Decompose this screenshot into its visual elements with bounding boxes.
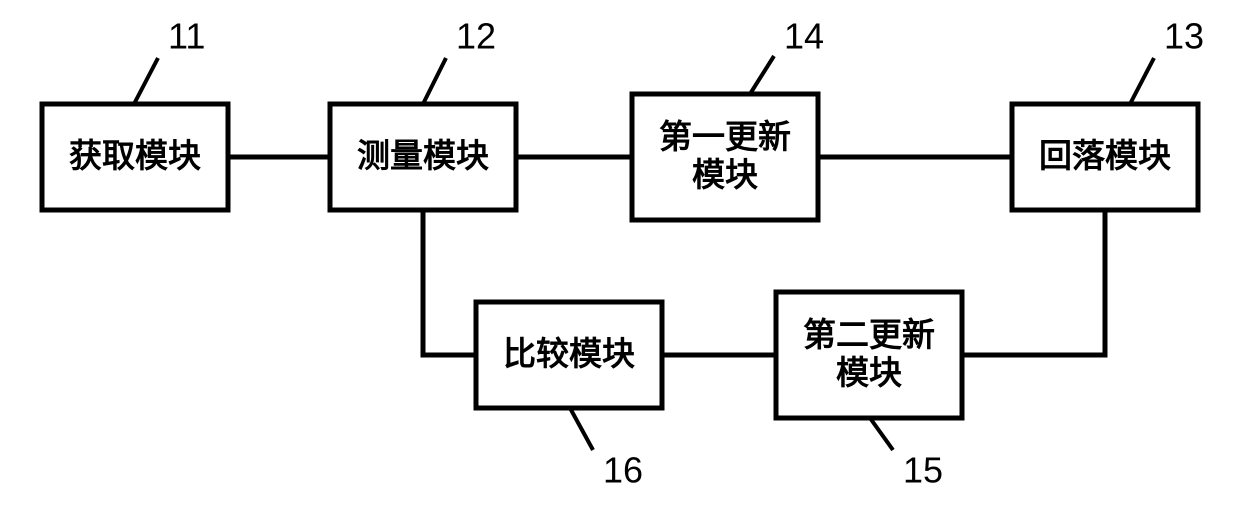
callout-number: 11: [168, 16, 205, 57]
callout-number: 12: [456, 16, 496, 57]
module-label: 模块: [692, 157, 758, 194]
module-label: 比较模块: [503, 336, 635, 373]
module-box: 第二更新模块: [776, 292, 962, 418]
module-label: 获取模块: [69, 138, 201, 175]
module-label: 回落模块: [1039, 138, 1171, 175]
callout-number: 14: [784, 16, 824, 57]
callout-number: 16: [603, 450, 643, 491]
callout-number: 13: [1164, 16, 1204, 57]
module-box: 第一更新模块: [632, 94, 818, 220]
module-box: 测量模块: [330, 104, 516, 210]
diagram-svg: e1e2e3e4e5e6获取模块测量模块第一更新模块回落模块比较模块第二更新模块…: [0, 0, 1239, 510]
module-box: 回落模块: [1012, 104, 1198, 210]
diagram-root: e1e2e3e4e5e6获取模块测量模块第一更新模块回落模块比较模块第二更新模块…: [0, 0, 1239, 510]
module-box: 获取模块: [42, 104, 228, 210]
module-label: 模块: [836, 355, 902, 392]
module-box: 比较模块: [476, 302, 662, 408]
callout-number: 15: [903, 450, 943, 491]
module-label: 测量模块: [357, 138, 489, 175]
module-label: 第一更新: [659, 119, 791, 156]
module-label: 第二更新: [803, 317, 935, 354]
